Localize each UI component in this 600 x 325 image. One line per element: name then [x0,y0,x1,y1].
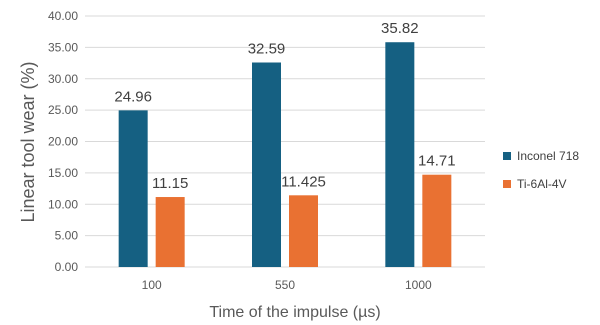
data-label: 32.59 [248,40,286,57]
bars [118,42,452,268]
y-tick-label: 0.00 [55,260,79,274]
legend-swatch [503,152,511,160]
y-tick-label: 10.00 [48,197,78,211]
gridlines [85,15,485,268]
data-label: 11.15 [152,175,188,192]
bar-ti-6al-4v-1000 [422,174,452,267]
bar-ti-6al-4v-100 [155,197,185,267]
y-tick-label: 25.00 [48,103,78,117]
bar-inconel-718-550 [252,62,281,268]
legend-swatch [503,180,511,188]
y-tick-label: 35.00 [48,40,78,54]
y-tick-label: 5.00 [55,229,79,243]
x-tick-label: 100 [142,278,162,292]
x-axis-ticks: 100 550 1000 [142,278,432,292]
y-tick-label: 40.00 [48,9,78,23]
legend: Inconel 718 Ti-6Al-4V [503,149,579,191]
data-label: 14.71 [418,153,456,170]
y-axis-ticks: 0.00 5.00 10.00 15.00 20.00 25.00 30.00 35.00 40… [48,9,78,274]
legend-label: Inconel 718 [517,149,579,163]
data-label: 11.425 [281,173,326,190]
data-label: 35.82 [381,20,419,37]
x-tick-label: 1000 [405,278,432,292]
data-label: 24.96 [114,88,152,105]
x-axis-title: Time of the impulse (µs) [209,304,380,321]
legend-label: Ti-6Al-4V [517,177,567,191]
y-tick-label: 30.00 [48,72,78,86]
bar-inconel-718-1000 [385,42,415,268]
y-tick-label: 15.00 [48,166,78,180]
data-labels: 24.96 11.15 32.59 11.425 35.82 14.71 [114,20,455,192]
bar-ti-6al-4v-550 [289,195,318,267]
y-axis-title: Linear tool wear (%) [18,61,38,222]
y-tick-label: 20.00 [48,135,78,149]
bar-inconel-718-100 [118,110,148,267]
x-tick-label: 550 [275,278,295,292]
